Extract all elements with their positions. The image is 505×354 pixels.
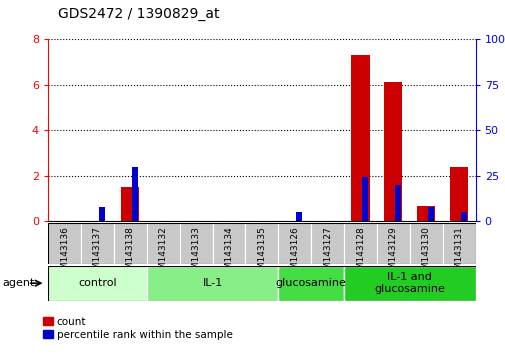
Text: agent: agent [3,278,35,288]
Bar [179,223,212,264]
Bar [146,266,278,301]
Text: GSM143136: GSM143136 [60,226,69,281]
Text: GSM143126: GSM143126 [290,226,298,281]
Text: GSM143130: GSM143130 [421,226,430,281]
Text: GSM143137: GSM143137 [93,226,102,281]
Bar [343,223,376,264]
Bar [343,266,475,301]
Bar [394,185,400,221]
Bar [351,55,369,221]
Bar [278,266,343,301]
Bar [296,212,301,221]
Bar [449,167,467,221]
Text: IL-1 and
glucosamine: IL-1 and glucosamine [374,272,444,294]
Text: IL-1: IL-1 [202,278,222,288]
Bar [48,223,81,264]
Bar [427,207,433,221]
Text: GSM143131: GSM143131 [454,226,463,281]
Bar [384,82,401,221]
Text: GSM143129: GSM143129 [388,226,397,281]
Bar [376,223,409,264]
Text: GSM143135: GSM143135 [257,226,266,281]
Text: GSM143138: GSM143138 [126,226,134,281]
Text: glucosamine: glucosamine [275,278,346,288]
Bar [442,223,475,264]
Text: GDS2472 / 1390829_at: GDS2472 / 1390829_at [58,7,219,21]
Text: GSM143127: GSM143127 [323,226,331,281]
Text: GSM143133: GSM143133 [191,226,200,281]
Bar [99,207,105,221]
Bar [362,177,367,221]
Bar [460,212,466,221]
Bar [417,206,434,221]
Text: control: control [78,278,117,288]
Bar [311,223,343,264]
Bar [114,223,146,264]
Text: GSM143128: GSM143128 [356,226,364,281]
Bar [409,223,442,264]
Bar [212,223,245,264]
Text: GSM143132: GSM143132 [159,226,167,281]
Legend: count, percentile rank within the sample: count, percentile rank within the sample [43,317,232,340]
Bar [121,187,139,221]
Bar [146,223,179,264]
Bar [245,223,278,264]
Text: GSM143134: GSM143134 [224,226,233,281]
Bar [81,223,114,264]
Bar [132,167,137,221]
Bar [48,266,146,301]
Bar [278,223,311,264]
